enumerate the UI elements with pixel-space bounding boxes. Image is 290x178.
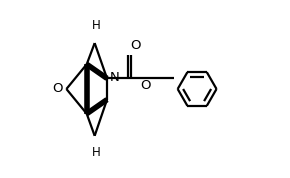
Text: N: N bbox=[110, 71, 119, 84]
Text: O: O bbox=[52, 82, 63, 96]
Text: O: O bbox=[130, 39, 140, 52]
Text: H: H bbox=[92, 19, 100, 32]
Text: O: O bbox=[141, 79, 151, 92]
Text: H: H bbox=[92, 146, 100, 159]
